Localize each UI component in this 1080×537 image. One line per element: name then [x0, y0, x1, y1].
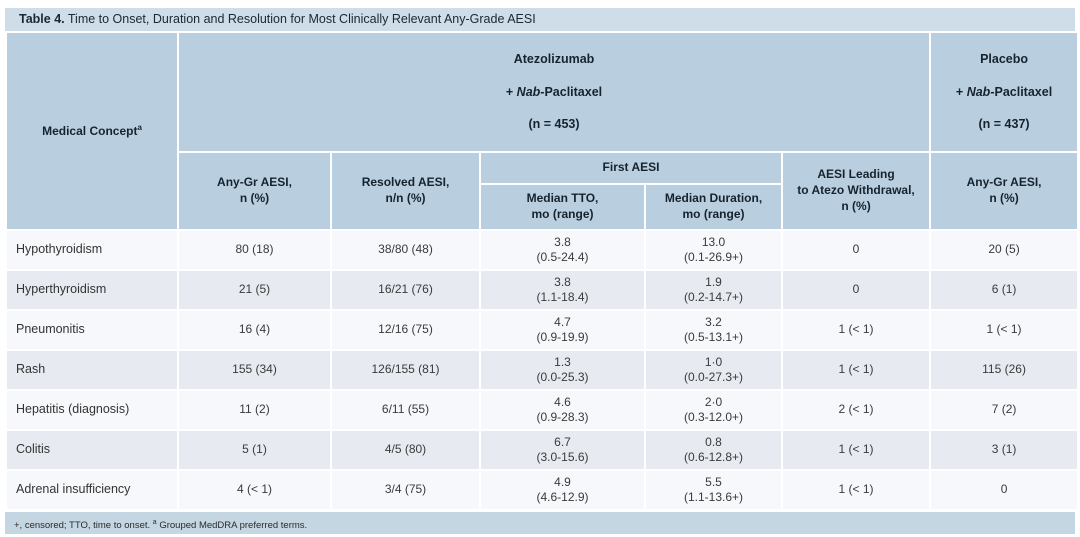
aesi-table: Medical Concepta Atezolizumab + Nab-Pacl… — [5, 31, 1079, 511]
data-cell: 12/16 (75) — [332, 310, 479, 349]
data-cell: 4.7 (0.9-19.9) — [481, 310, 644, 349]
data-cell: 20 (5) — [931, 230, 1078, 269]
row-label-cell: Hypothyroidism — [7, 230, 177, 269]
data-cell: 3 (1) — [931, 430, 1078, 469]
col-header-resolved-aesi: Resolved AESI, n/n (%) — [332, 152, 479, 229]
col-group-atezolizumab: Atezolizumab + Nab-Paclitaxel (n = 453) — [179, 33, 930, 151]
data-cell: 11 (2) — [179, 390, 330, 429]
table-body: Hypothyroidism 80 (18) 38/80 (48) 3.8 (0… — [7, 230, 1078, 509]
data-cell: 80 (18) — [179, 230, 330, 269]
medical-concept-label: Medical Concept — [42, 123, 138, 138]
table-row: Adrenal insufficiency 4 (< 1) 3/4 (75) 4… — [7, 470, 1078, 509]
row-label-cell: Adrenal insufficiency — [7, 470, 177, 509]
atezo-plus: + — [505, 84, 517, 99]
data-cell: 6 (1) — [931, 270, 1078, 309]
table-title-bar: Table 4. Time to Onset, Duration and Res… — [5, 8, 1075, 31]
data-cell: 21 (5) — [179, 270, 330, 309]
footnote-bar: +, censored; TTO, time to onset. a Group… — [5, 511, 1075, 534]
placebo-plus: + — [955, 84, 967, 99]
data-cell: 1 (< 1) — [783, 470, 930, 509]
table-row: Pneumonitis 16 (4) 12/16 (75) 4.7 (0.9-1… — [7, 310, 1078, 349]
data-cell: 4.6 (0.9-28.3) — [481, 390, 644, 429]
data-cell: 126/155 (81) — [332, 350, 479, 389]
atezo-group-n: (n = 453) — [528, 117, 580, 132]
data-cell: 4.9 (4.6-12.9) — [481, 470, 644, 509]
col-header-placebo-any-gr-aesi: Any-Gr AESI, n (%) — [931, 152, 1078, 229]
data-cell: 2 (< 1) — [783, 390, 930, 429]
medical-concept-footnote-marker: a — [137, 122, 142, 132]
placebo-drug: -Paclitaxel — [990, 84, 1053, 99]
table-title-text: Time to Onset, Duration and Resolution f… — [64, 12, 536, 26]
row-label-cell: Hyperthyroidism — [7, 270, 177, 309]
data-cell: 3.2 (0.5-13.1+) — [646, 310, 781, 349]
data-cell: 6/11 (55) — [332, 390, 479, 429]
table-row: Colitis 5 (1) 4/5 (80) 6.7 (3.0-15.6) 0.… — [7, 430, 1078, 469]
placebo-group-line2: + Nab-Paclitaxel — [936, 84, 1072, 100]
data-cell: 4/5 (80) — [332, 430, 479, 469]
row-label-cell: Colitis — [7, 430, 177, 469]
atezo-group-line2: + Nab-Paclitaxel — [184, 84, 924, 100]
data-cell: 1 (< 1) — [783, 350, 930, 389]
data-cell: 1.3 (0.0-25.3) — [481, 350, 644, 389]
table-header: Medical Concepta Atezolizumab + Nab-Pacl… — [7, 33, 1078, 229]
data-cell: 2·0 (0.3-12.0+) — [646, 390, 781, 429]
data-cell: 1 (< 1) — [783, 310, 930, 349]
atezo-group-line1: Atezolizumab — [513, 52, 595, 67]
atezo-nab-italic: Nab — [516, 84, 541, 99]
footnote-abbreviations: +, censored; TTO, time to onset. — [14, 519, 153, 531]
data-cell: 13.0 (0.1-26.9+) — [646, 230, 781, 269]
row-label-cell: Hepatitis (diagnosis) — [7, 390, 177, 429]
data-cell: 115 (26) — [931, 350, 1078, 389]
data-cell: 7 (2) — [931, 390, 1078, 429]
data-cell: 1 (< 1) — [783, 430, 930, 469]
row-label-cell: Rash — [7, 350, 177, 389]
data-cell: 1.9 (0.2-14.7+) — [646, 270, 781, 309]
data-cell: 16/21 (76) — [332, 270, 479, 309]
table-row: Rash 155 (34) 126/155 (81) 1.3 (0.0-25.3… — [7, 350, 1078, 389]
placebo-group-line1: Placebo — [980, 52, 1029, 67]
data-cell: 3/4 (75) — [332, 470, 479, 509]
placebo-nab-italic: Nab — [966, 84, 991, 99]
data-cell: 1·0 (0.0-27.3+) — [646, 350, 781, 389]
data-cell: 6.7 (3.0-15.6) — [481, 430, 644, 469]
row-label-cell: Pneumonitis — [7, 310, 177, 349]
data-cell: 0 — [931, 470, 1078, 509]
data-cell: 1 (< 1) — [931, 310, 1078, 349]
data-cell: 0 — [783, 230, 930, 269]
table-row: Hypothyroidism 80 (18) 38/80 (48) 3.8 (0… — [7, 230, 1078, 269]
data-cell: 155 (34) — [179, 350, 330, 389]
atezo-drug: -Paclitaxel — [540, 84, 603, 99]
data-cell: 3.8 (1.1-18.4) — [481, 270, 644, 309]
footnote-meddra: Grouped MedDRA preferred terms. — [156, 519, 308, 531]
table-title-label: Table 4. — [19, 12, 65, 26]
data-cell: 0 — [783, 270, 930, 309]
data-cell: 16 (4) — [179, 310, 330, 349]
data-cell: 5 (1) — [179, 430, 330, 469]
data-cell: 4 (< 1) — [179, 470, 330, 509]
col-header-any-gr-aesi: Any-Gr AESI, n (%) — [179, 152, 330, 229]
table-row: Hepatitis (diagnosis) 11 (2) 6/11 (55) 4… — [7, 390, 1078, 429]
data-cell: 0.8 (0.6-12.8+) — [646, 430, 781, 469]
data-cell: 38/80 (48) — [332, 230, 479, 269]
placebo-group-n: (n = 437) — [978, 117, 1030, 132]
col-group-placebo: Placebo + Nab-Paclitaxel (n = 437) — [931, 33, 1078, 151]
col-header-medical-concept: Medical Concepta — [7, 33, 177, 229]
col-header-aesi-withdrawal: AESI Leading to Atezo Withdrawal, n (%) — [783, 152, 930, 229]
col-header-median-duration: Median Duration, mo (range) — [646, 184, 781, 229]
col-header-median-tto: Median TTO, mo (range) — [481, 184, 644, 229]
col-header-first-aesi: First AESI — [481, 152, 781, 183]
data-cell: 5.5 (1.1-13.6+) — [646, 470, 781, 509]
data-cell: 3.8 (0.5-24.4) — [481, 230, 644, 269]
table-row: Hyperthyroidism 21 (5) 16/21 (76) 3.8 (1… — [7, 270, 1078, 309]
